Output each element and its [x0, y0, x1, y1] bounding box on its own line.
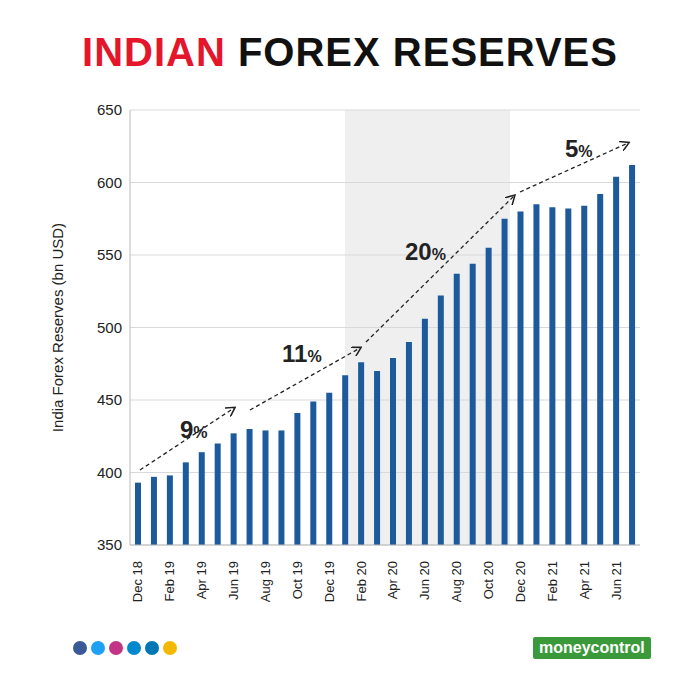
svg-text:500: 500 [97, 319, 122, 336]
svg-text:11%: 11% [282, 340, 322, 367]
html-text:INDIAN FOREX RESERVES: INDIAN FOREX RESERVES [82, 30, 618, 74]
svg-text:350: 350 [97, 536, 122, 553]
svg-text:Dec 19: Dec 19 [322, 561, 337, 602]
svg-text:Jun 19: Jun 19 [226, 561, 241, 600]
svg-text:20%: 20% [405, 238, 446, 265]
svg-text:550: 550 [97, 246, 122, 263]
svg-text:Feb 21: Feb 21 [545, 561, 560, 601]
svg-text:Dec 18: Dec 18 [130, 561, 145, 602]
svg-text:Apr 19: Apr 19 [194, 561, 209, 599]
svg-text:Dec 20: Dec 20 [513, 561, 528, 602]
svg-text:Jun 20: Jun 20 [417, 561, 432, 600]
svg-text:9%: 9% [180, 416, 208, 443]
svg-text:Aug 20: Aug 20 [449, 561, 464, 602]
svg-text:Oct 19: Oct 19 [290, 561, 305, 599]
svg-text:Jun 21: Jun 21 [609, 561, 624, 600]
svg-text:400: 400 [97, 464, 122, 481]
svg-text:600: 600 [97, 174, 122, 191]
svg-text:Oct 20: Oct 20 [481, 561, 496, 599]
svg-text:5%: 5% [565, 135, 593, 162]
svg-text:Apr 21: Apr 21 [577, 561, 592, 599]
svg-text:Feb 20: Feb 20 [354, 561, 369, 601]
svg-text:Apr 20: Apr 20 [385, 561, 400, 599]
html-text:moneycontrol: moneycontrol [539, 639, 645, 656]
svg-text:450: 450 [97, 391, 122, 408]
svg-text:Aug 19: Aug 19 [258, 561, 273, 602]
svg-text:Feb 19: Feb 19 [162, 561, 177, 601]
svg-text:650: 650 [97, 101, 122, 118]
svg-text:India Forex Reserves (bn USD): India Forex Reserves (bn USD) [49, 223, 66, 432]
